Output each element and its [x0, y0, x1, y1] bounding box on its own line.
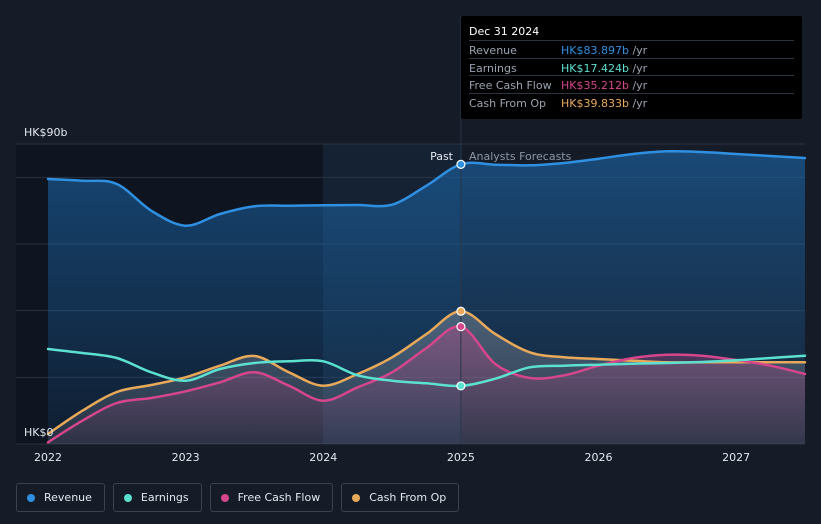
- revenue-marker: [456, 159, 466, 169]
- free-cash-flow-line: [46, 325, 807, 444]
- series-lines: [46, 149, 807, 444]
- tooltip-value-unit: /yr: [628, 44, 648, 57]
- legend-label: Cash From Op: [369, 491, 447, 504]
- legend-item-cash-from-op[interactable]: Cash From Op: [341, 483, 460, 512]
- tooltip-row-value: HK$39.833b /yr: [561, 97, 647, 110]
- legend-dot-icon: [27, 493, 35, 502]
- x-tick-label: 2024: [309, 451, 337, 464]
- tooltip-row-label: Free Cash Flow: [469, 79, 552, 92]
- tooltip-row-label: Revenue: [469, 44, 517, 57]
- tooltip-row: Free Cash Flow HK$35.212b /yr: [469, 75, 794, 93]
- tooltip-value-unit: /yr: [628, 61, 648, 75]
- legend-dot-icon: [220, 493, 229, 502]
- free-cash-flow-marker: [456, 322, 466, 332]
- earnings-marker: [456, 381, 466, 391]
- tooltip-value-number: HK$83.897b: [561, 44, 629, 57]
- legend-dot-icon: [352, 493, 361, 502]
- tooltip-row: Earnings HK$17.424b /yr: [469, 57, 794, 76]
- tooltip-value-number: HK$17.424b: [561, 61, 629, 75]
- tooltip-row: Cash From Op HK$39.833b /yr: [469, 92, 794, 111]
- x-tick-label: 2023: [172, 451, 200, 464]
- legend-item-free-cash-flow[interactable]: Free Cash Flow: [209, 483, 334, 512]
- forecast-label: Analysts Forecasts: [469, 150, 572, 163]
- legend-dot-icon: [123, 493, 132, 502]
- x-tick-label: 2027: [722, 451, 750, 464]
- x-axis-ticks: 2022 2023 2024 2025 2026 2027: [34, 451, 750, 464]
- x-tick-label: 2026: [585, 451, 613, 464]
- earnings-line: [46, 347, 807, 388]
- y-axis-bottom-label: HK$0: [24, 426, 53, 439]
- x-tick-label: 2022: [34, 451, 62, 464]
- legend-label: Revenue: [44, 491, 92, 504]
- tooltip-value-number: HK$35.212b: [561, 79, 629, 92]
- tooltip-date: Dec 31 2024: [469, 25, 540, 38]
- legend-label: Earnings: [140, 491, 189, 504]
- tooltip-markers: [456, 159, 466, 391]
- tooltip-value-unit: /yr: [628, 96, 648, 110]
- tooltip-row-label: Cash From Op: [469, 96, 547, 110]
- y-axis-top-label: HK$90b: [24, 126, 67, 139]
- data-tooltip: Dec 31 2024 Revenue HK$83.897b /yr Earning…: [461, 16, 802, 119]
- tooltip-row: Revenue HK$83.897b /yr: [469, 40, 794, 58]
- tooltip-row-label: Earnings: [469, 61, 517, 75]
- tooltip-row-value: HK$83.897b /yr: [561, 44, 647, 57]
- legend-item-earnings[interactable]: Earnings: [112, 483, 202, 512]
- tooltip-value-number: HK$39.833b: [561, 96, 629, 110]
- tooltip-row-value: HK$17.424b /yr: [561, 62, 647, 75]
- cash-from-op-marker: [456, 306, 466, 316]
- x-tick-label: 2025: [447, 451, 475, 464]
- past-label: Past: [430, 150, 454, 163]
- legend-label: Free Cash Flow: [237, 491, 321, 504]
- tooltip-row-value: HK$35.212b /yr: [561, 79, 647, 92]
- revenue-line: [46, 149, 807, 227]
- legend-item-revenue[interactable]: Revenue: [16, 483, 105, 512]
- chart-legend: Revenue Earnings Free Cash Flow Cash From O…: [16, 483, 460, 512]
- tooltip-value-unit: /yr: [628, 79, 648, 92]
- free-cash-flow-area: [48, 326, 805, 444]
- series-fills: [48, 151, 805, 444]
